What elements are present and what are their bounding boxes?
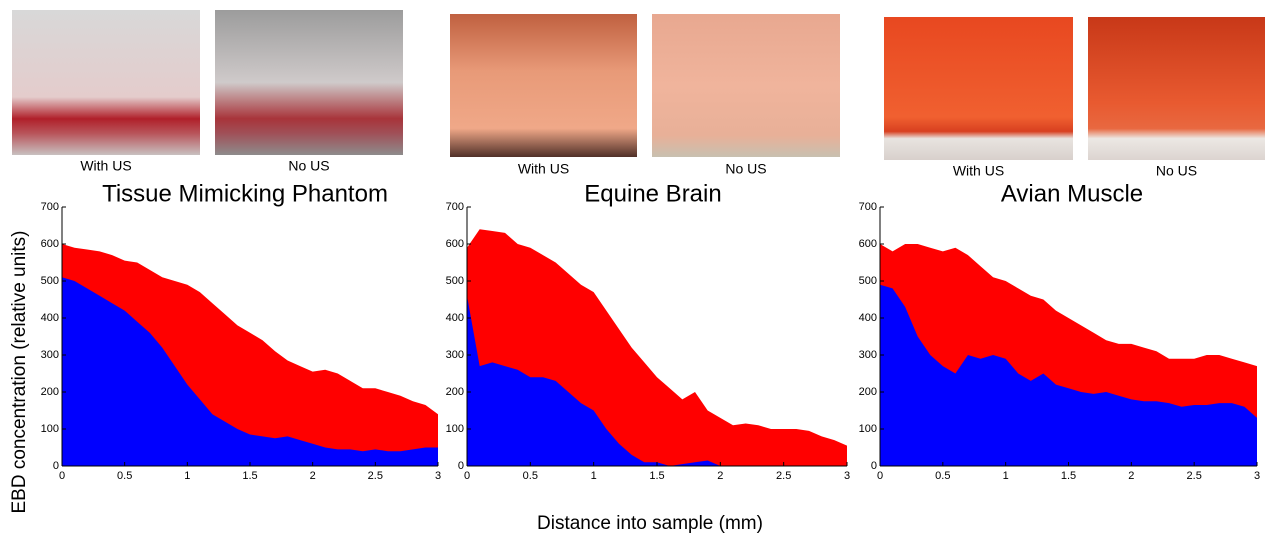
- x-tick-label: 2.5: [1187, 470, 1202, 482]
- photo-caption: No US: [288, 158, 329, 174]
- x-tick-label: 3: [844, 470, 850, 482]
- y-tick-label: 400: [446, 312, 464, 324]
- x-tick-label: 1: [184, 470, 190, 482]
- y-axis-label: EBD concentration (relative units): [9, 230, 30, 513]
- y-tick-label: 600: [859, 238, 877, 250]
- x-tick-label: 0: [59, 470, 65, 482]
- y-tick-label: 600: [41, 238, 59, 250]
- chart-title: Tissue Mimicking Phantom: [102, 180, 388, 207]
- sample-photo: [12, 10, 200, 155]
- x-tick-label: 2: [310, 470, 316, 482]
- x-tick-label: 0.5: [117, 470, 132, 482]
- y-tick-label: 700: [41, 201, 59, 213]
- x-tick-label: 0.5: [935, 470, 950, 482]
- y-tick-label: 500: [859, 275, 877, 287]
- y-tick-label: 600: [446, 238, 464, 250]
- photo-caption: With US: [953, 163, 1004, 179]
- y-tick-label: 300: [859, 349, 877, 361]
- photo-caption: No US: [725, 161, 766, 177]
- x-tick-label: 3: [1254, 470, 1260, 482]
- y-tick-label: 100: [859, 423, 877, 435]
- x-tick-label: 2: [717, 470, 723, 482]
- y-tick-label: 200: [446, 386, 464, 398]
- x-tick-label: 2.5: [776, 470, 791, 482]
- x-tick-label: 1.5: [242, 470, 257, 482]
- y-tick-label: 400: [859, 312, 877, 324]
- y-tick-label: 0: [871, 460, 877, 472]
- sample-photo: [1088, 17, 1265, 160]
- area: [467, 295, 847, 466]
- x-tick-label: 1: [1003, 470, 1009, 482]
- sample-photo: [884, 17, 1073, 160]
- sample-photo: [450, 14, 637, 157]
- x-tick-label: 1.5: [1061, 470, 1076, 482]
- x-axis-label: Distance into sample (mm): [537, 513, 763, 534]
- x-tick-label: 2: [1128, 470, 1134, 482]
- y-tick-label: 100: [446, 423, 464, 435]
- photo-caption: With US: [80, 158, 131, 174]
- sample-photo: [215, 10, 403, 155]
- chart-title: Avian Muscle: [1001, 180, 1143, 207]
- photo-caption: No US: [1156, 163, 1197, 179]
- y-tick-label: 700: [859, 201, 877, 213]
- chart-title: Equine Brain: [584, 180, 721, 207]
- y-tick-label: 200: [859, 386, 877, 398]
- area: [62, 277, 438, 466]
- y-tick-label: 500: [41, 275, 59, 287]
- x-tick-label: 3: [435, 470, 441, 482]
- y-tick-label: 700: [446, 201, 464, 213]
- x-tick-label: 1.5: [649, 470, 664, 482]
- y-tick-label: 100: [41, 423, 59, 435]
- sample-photo: [652, 14, 840, 157]
- y-tick-label: 500: [446, 275, 464, 287]
- y-tick-label: 0: [458, 460, 464, 472]
- x-tick-label: 1: [591, 470, 597, 482]
- x-tick-label: 0: [464, 470, 470, 482]
- y-tick-label: 400: [41, 312, 59, 324]
- photo-caption: With US: [518, 161, 569, 177]
- x-tick-label: 0: [877, 470, 883, 482]
- area: [880, 284, 1257, 466]
- y-tick-label: 0: [53, 460, 59, 472]
- y-tick-label: 300: [41, 349, 59, 361]
- x-tick-label: 2.5: [368, 470, 383, 482]
- y-tick-label: 200: [41, 386, 59, 398]
- y-tick-label: 300: [446, 349, 464, 361]
- x-tick-label: 0.5: [523, 470, 538, 482]
